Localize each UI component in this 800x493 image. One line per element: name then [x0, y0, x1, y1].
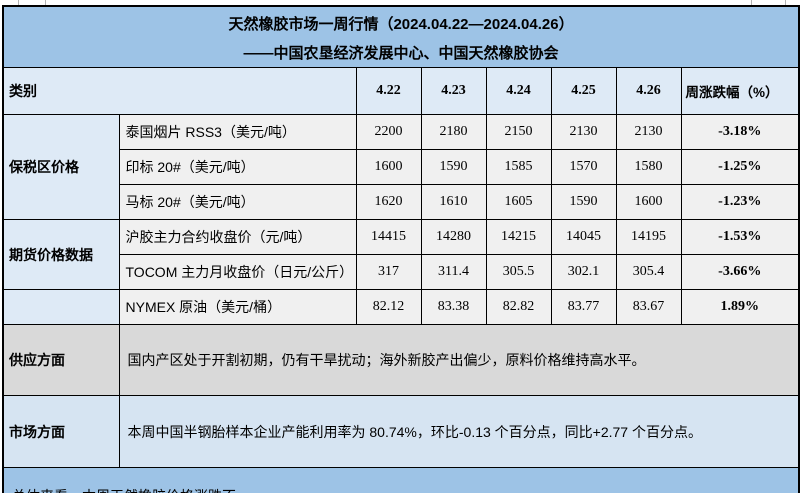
- value-cell: 317: [355, 254, 422, 290]
- table-row-sir20: 印标 20#（美元/吨） 1600 1590 1585 1570 1580 -1…: [3, 149, 800, 185]
- value-cell: 1590: [420, 149, 487, 185]
- value-cell: 14195: [615, 219, 682, 255]
- header-date-2: 4.23: [420, 67, 487, 115]
- rubber-market-weekly-table: 天然橡胶市场一周行情（2024.04.22—2024.04.26） ——中国农垦…: [2, 5, 800, 493]
- change-cell: -1.53%: [680, 219, 800, 255]
- header-date-4: 4.25: [550, 67, 617, 115]
- value-cell: 14045: [550, 219, 617, 255]
- header-category: 类别: [2, 67, 357, 115]
- title-line2: ——中国农垦经济发展中心、中国天然橡胶协会: [243, 45, 559, 62]
- value-cell: 305.5: [485, 254, 552, 290]
- value-cell: 83.67: [615, 289, 682, 325]
- supply-text: 国内产区处于开割初期，仍有干旱扰动；海外新胶产出偏少，原料价格维持高水平。: [118, 324, 800, 396]
- table-row-shfe: 期货价格数据 沪胶主力合约收盘价（元/吨） 14415 14280 14215 …: [2, 219, 800, 290]
- value-cell: 2180: [420, 114, 487, 150]
- item-label: NYMEX 原油（美元/桶）: [118, 289, 357, 325]
- value-cell: 14215: [485, 219, 552, 255]
- change-cell: -1.23%: [680, 184, 800, 220]
- item-label: 泰国烟片 RSS3（美元/吨）: [118, 114, 357, 150]
- change-cell: -1.25%: [680, 149, 800, 185]
- value-cell: 1590: [550, 184, 617, 220]
- header-date-5: 4.26: [615, 67, 682, 115]
- value-cell: 2150: [485, 114, 552, 150]
- change-cell: -3.66%: [680, 254, 800, 290]
- table-row-smr20: 马标 20#（美元/吨） 1620 1610 1605 1590 1600 -1…: [3, 184, 800, 220]
- market-text: 本周中国半钢胎样本企业产能利用率为 80.74%，环比-0.13 个百分点，同比…: [118, 395, 800, 468]
- supply-label: 供应方面: [2, 324, 120, 396]
- item-label: 印标 20#（美元/吨）: [118, 149, 357, 185]
- value-cell: 1600: [615, 184, 682, 220]
- item-label: 马标 20#（美元/吨）: [118, 184, 357, 220]
- item-label: TOCOM 主力月收盘价（日元/公斤）: [118, 254, 357, 290]
- change-cell: 1.89%: [680, 289, 800, 325]
- title-line1: 天然橡胶市场一周行情（2024.04.22—2024.04.26）: [228, 16, 574, 33]
- value-cell: 82.82: [485, 289, 552, 325]
- table-row-rss3: 保税区价格 泰国烟片 RSS3（美元/吨） 2200 2180 2150 213…: [2, 114, 800, 220]
- header-date-3: 4.24: [485, 67, 552, 115]
- value-cell: 1605: [485, 184, 552, 220]
- value-cell: 1620: [355, 184, 422, 220]
- value-cell: 83.77: [550, 289, 617, 325]
- value-cell: 83.38: [420, 289, 487, 325]
- item-label: 沪胶主力合约收盘价（元/吨）: [118, 219, 357, 255]
- value-cell: 82.12: [355, 289, 422, 325]
- header-date-1: 4.22: [355, 67, 422, 115]
- change-cell: -3.18%: [680, 114, 800, 150]
- group-label-bonded-zone: 保税区价格: [2, 114, 120, 220]
- value-cell: 2130: [615, 114, 682, 150]
- summary-row: 总体来看，本周天然橡胶价格涨跌不一。: [2, 467, 800, 493]
- header-weekly-change: 周涨跌幅（%）: [680, 67, 800, 115]
- value-cell: 1570: [550, 149, 617, 185]
- market-label: 市场方面: [2, 395, 120, 468]
- value-cell: 14415: [355, 219, 422, 255]
- value-cell: 302.1: [550, 254, 617, 290]
- value-cell: 2200: [355, 114, 422, 150]
- title-row: 天然橡胶市场一周行情（2024.04.22—2024.04.26） ——中国农垦…: [2, 5, 800, 68]
- market-note-row: 市场方面 本周中国半钢胎样本企业产能利用率为 80.74%，环比-0.13 个百…: [2, 395, 800, 468]
- table-row-tocom: TOCOM 主力月收盘价（日元/公斤） 317 311.4 305.5 302.…: [3, 254, 800, 290]
- value-cell: 305.4: [615, 254, 682, 290]
- table-row-nymex: NYMEX 原油（美元/桶） 82.12 83.38 82.82 83.77 8…: [2, 289, 800, 325]
- group-label-empty: [2, 289, 120, 325]
- supply-note-row: 供应方面 国内产区处于开割初期，仍有干旱扰动；海外新胶产出偏少，原料价格维持高水…: [2, 324, 800, 396]
- table-title-cell: 天然橡胶市场一周行情（2024.04.22—2024.04.26） ——中国农垦…: [2, 5, 800, 68]
- value-cell: 14280: [420, 219, 487, 255]
- value-cell: 1580: [615, 149, 682, 185]
- group-label-futures: 期货价格数据: [2, 219, 120, 290]
- value-cell: 1610: [420, 184, 487, 220]
- summary-text: 总体来看，本周天然橡胶价格涨跌不一。: [2, 467, 800, 493]
- column-header-row: 类别 4.22 4.23 4.24 4.25 4.26 周涨跌幅（%）: [2, 67, 800, 115]
- value-cell: 311.4: [420, 254, 487, 290]
- value-cell: 1585: [485, 149, 552, 185]
- value-cell: 2130: [550, 114, 617, 150]
- value-cell: 1600: [355, 149, 422, 185]
